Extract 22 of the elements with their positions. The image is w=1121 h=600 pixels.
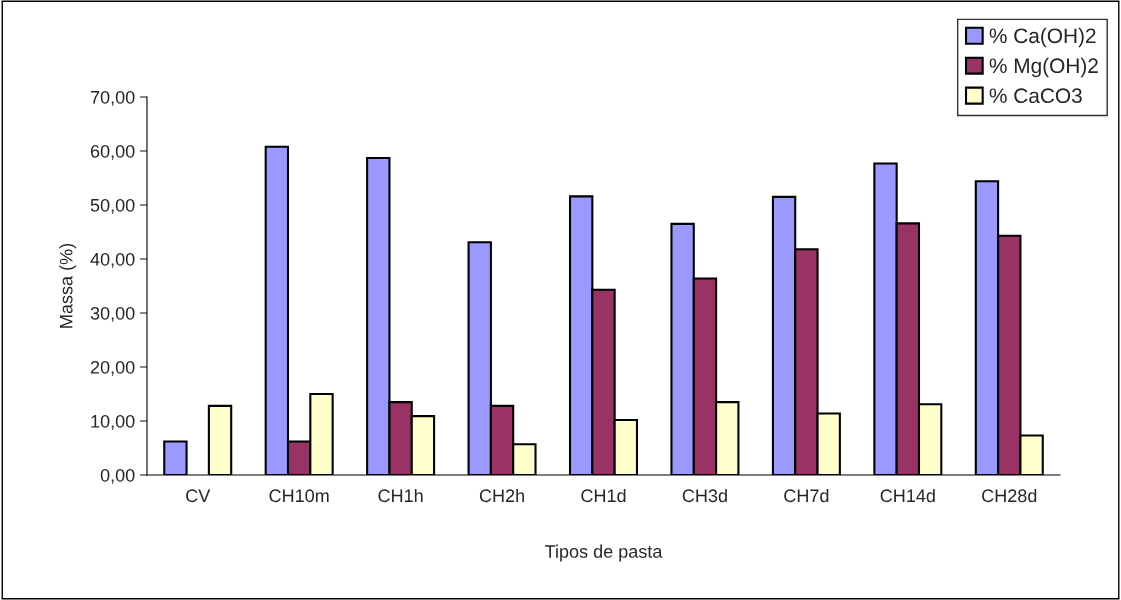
y-axis-title: Massa (%) (59, 243, 77, 328)
x-tick-label: CH7d (784, 488, 829, 503)
x-tick-label: CH10m (269, 489, 329, 503)
x-axis-title: Tipos de pasta (545, 544, 663, 562)
x-tick-label: CV (186, 489, 211, 503)
y-tick-label: 0,00 (100, 468, 135, 484)
x-tick-label: CH2h (479, 488, 524, 503)
x-tick-label: CH1d (581, 488, 626, 503)
x-tick-label: CH1h (378, 488, 423, 503)
y-tick-label: 40,00 (90, 252, 135, 268)
legend-label: % Ca(OH)2 (989, 27, 1096, 48)
y-tick-label: 30,00 (90, 306, 135, 322)
legend-label: % Mg(OH)2 (989, 57, 1098, 78)
y-tick-label: 60,00 (90, 144, 135, 160)
x-tick-label: CH28d (982, 488, 1037, 503)
y-tick-label: 10,00 (91, 414, 135, 430)
y-tick-label: 50,00 (90, 198, 135, 214)
x-tick-label: CH14d (880, 488, 935, 503)
x-tick-label: CH3d (682, 488, 727, 503)
y-tick-label: 20,00 (90, 360, 135, 376)
legend-label: % CaCO3 (989, 88, 1082, 104)
y-tick-label: 70,00 (90, 90, 135, 106)
